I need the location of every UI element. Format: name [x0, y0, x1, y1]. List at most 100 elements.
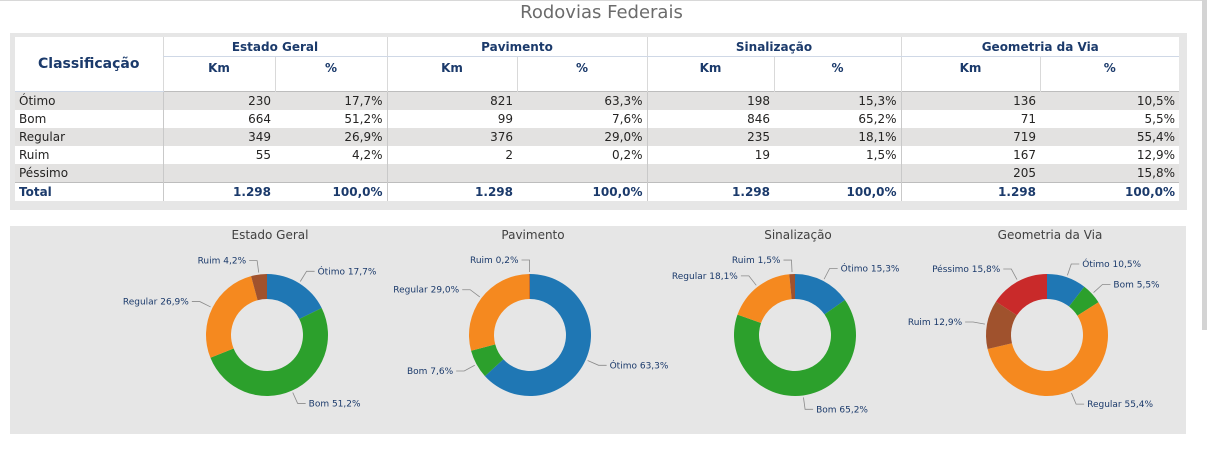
col-header-km: Km [646, 56, 774, 92]
table-row: Ruim 55 4,2% 2 0,2% 19 1,5% 167 12,9% [15, 146, 1179, 164]
km-cell [162, 164, 275, 183]
pct-cell: 7,6% [517, 110, 647, 128]
chart-title: Estado Geral [232, 228, 309, 242]
donut-slice-regular[interactable] [206, 276, 258, 358]
donut-slice-regular[interactable] [737, 274, 792, 323]
km-cell: 55 [162, 146, 275, 164]
pct-cell: 12,9% [1040, 146, 1179, 164]
slice-label: Ótimo 63,3% [610, 359, 669, 371]
donut-slice-bom[interactable] [1069, 286, 1099, 316]
donut-slice-regular[interactable] [987, 302, 1108, 397]
pct-cell: 63,3% [517, 91, 647, 110]
classification-table-panel: Classificação Estado Geral Pavimento Sin… [10, 33, 1187, 210]
donut-slice-ruim[interactable] [251, 274, 267, 301]
leader-line [803, 397, 814, 410]
leader-line [249, 260, 260, 273]
donut-slice-bom[interactable] [210, 307, 328, 396]
col-header-pct: % [274, 56, 387, 92]
pct-cell: 15,8% [1040, 164, 1179, 183]
total-label: Total [15, 182, 163, 201]
total-km-cell: 1.298 [646, 182, 774, 201]
pct-cell: 4,2% [275, 146, 387, 164]
pct-cell [517, 164, 647, 183]
km-cell: 99 [386, 110, 517, 128]
km-cell: 230 [162, 91, 275, 110]
leader-line [783, 259, 793, 273]
km-cell: 2 [386, 146, 517, 164]
leader-line [191, 301, 211, 308]
slice-label: Ruim 1,5% [732, 256, 781, 266]
row-label: Ótimo [15, 91, 163, 110]
donut-slice-bom[interactable] [734, 300, 856, 396]
slice-label: Regular 26,9% [123, 298, 189, 308]
table-row: Regular 349 26,9% 376 29,0% 235 18,1% 719 55,4% [15, 128, 1179, 146]
slice-label: Péssimo 15,8% [932, 264, 1001, 275]
total-pct-cell: 100,0% [517, 182, 647, 201]
donut-slice-regular[interactable] [468, 274, 530, 351]
row-label: Regular [15, 128, 163, 146]
total-pct-cell: 100,0% [1040, 182, 1179, 201]
donut-slice-ruim[interactable] [986, 301, 1017, 349]
row-label: Bom [15, 110, 163, 128]
slice-label: Bom 7,6% [407, 367, 454, 377]
pct-cell: 18,1% [774, 128, 901, 146]
col-header-km: Km [162, 56, 275, 92]
row-label: Péssimo [15, 164, 163, 183]
total-km-cell: 1.298 [162, 182, 275, 201]
total-pct-cell: 100,0% [774, 182, 901, 201]
row-header-classificacao: Classificação [15, 37, 163, 92]
slice-label: Ótimo 15,3% [841, 262, 900, 274]
donut-slice-ótimo[interactable] [267, 274, 322, 320]
page-title: Rodovias Federais [520, 2, 683, 23]
pct-cell: 1,5% [774, 146, 901, 164]
km-cell: 19 [646, 146, 774, 164]
leader-line [456, 364, 475, 372]
total-km-cell: 1.298 [386, 182, 517, 201]
donut-slice-ótimo[interactable] [795, 274, 845, 315]
leader-line [1067, 263, 1080, 276]
leader-line [965, 321, 986, 325]
total-km-cell: 1.298 [900, 182, 1040, 201]
km-cell: 376 [386, 128, 517, 146]
pct-cell: 65,2% [774, 110, 901, 128]
pct-cell: 29,0% [517, 128, 647, 146]
donut-charts: Estado Geral Ótimo 17,7% Bom 51,2% Regular … [123, 228, 1160, 415]
donut-slice-ótimo[interactable] [484, 274, 591, 396]
pct-cell: 51,2% [275, 110, 387, 128]
km-cell: 821 [386, 91, 517, 110]
km-cell: 167 [900, 146, 1040, 164]
slice-label: Regular 55,4% [1087, 400, 1153, 410]
group-header-geometria: Geometria da Via [900, 37, 1179, 57]
donut-slice-bom[interactable] [471, 344, 504, 377]
total-row: Total 1.298 100,0% 1.298 100,0% 1.298 100,0% 1.… [15, 182, 1179, 201]
pct-cell: 15,3% [774, 91, 901, 110]
donut-slice-ruim[interactable] [529, 274, 530, 300]
leader-line [1003, 268, 1018, 280]
leader-line [521, 259, 531, 273]
leader-line [587, 360, 607, 366]
slice-label: Ruim 12,9% [908, 318, 963, 328]
chart-title: Pavimento [501, 228, 564, 242]
donut-slice-péssimo[interactable] [995, 274, 1047, 316]
km-cell [646, 164, 774, 183]
leader-line [1093, 284, 1111, 293]
leader-line [462, 289, 481, 298]
scrollbar[interactable] [1202, 0, 1207, 330]
donut-slice-ótimo[interactable] [1047, 274, 1085, 307]
slice-label: Bom 65,2% [816, 405, 868, 415]
total-pct-cell: 100,0% [275, 182, 387, 201]
leader-line [299, 270, 315, 282]
pct-cell: 0,2% [517, 146, 647, 164]
km-cell: 235 [646, 128, 774, 146]
km-cell: 719 [900, 128, 1040, 146]
km-cell: 71 [900, 110, 1040, 128]
slice-label: Ruim 4,2% [198, 257, 247, 267]
leader-line [740, 275, 757, 286]
col-header-pct: % [773, 56, 901, 92]
group-header-estado-geral: Estado Geral [162, 37, 387, 57]
col-header-pct: % [516, 56, 647, 92]
donut-slice-ruim[interactable] [789, 274, 795, 300]
top-divider [0, 0, 1203, 1]
km-cell: 349 [162, 128, 275, 146]
table-row: Bom 664 51,2% 99 7,6% 846 65,2% 71 5,5% [15, 110, 1179, 128]
